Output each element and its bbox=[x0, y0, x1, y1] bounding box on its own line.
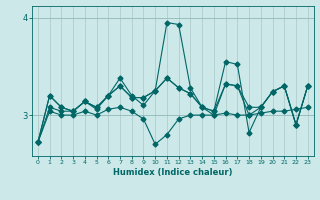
X-axis label: Humidex (Indice chaleur): Humidex (Indice chaleur) bbox=[113, 168, 233, 177]
